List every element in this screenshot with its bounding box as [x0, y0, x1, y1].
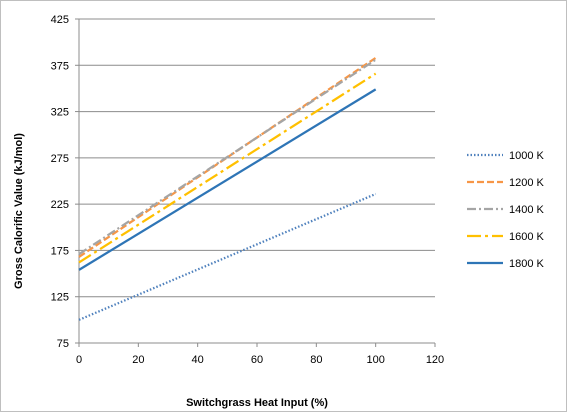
- y-axis-title: Gross Calorific Value (kJ/mol): [13, 133, 25, 289]
- x-tick-label: 60: [251, 354, 263, 366]
- series-line-1400-k: [78, 58, 377, 256]
- legend-label: 1000 K: [509, 150, 545, 162]
- y-tick-label: 275: [51, 153, 69, 165]
- y-tick-label: 175: [51, 245, 69, 257]
- y-tick-label: 375: [51, 60, 69, 72]
- x-tick-label: 80: [310, 354, 322, 366]
- gridlines: [79, 18, 435, 298]
- series-lines: [78, 56, 377, 321]
- legend-label: 1400 K: [509, 204, 545, 216]
- x-axis-title: Switchgrass Heat Input (%): [186, 397, 328, 409]
- legend-label: 1800 K: [509, 258, 545, 270]
- series-line-1000-k: [78, 192, 377, 321]
- y-tick-label: 125: [51, 292, 69, 304]
- y-tick-label: 425: [51, 14, 69, 26]
- y-tick-label: 75: [57, 338, 69, 350]
- series-line-1600-k: [78, 72, 377, 264]
- legend: 1000 K 1200 K 1400 K 1600 K 1800 K: [467, 150, 545, 270]
- x-tick-label: 0: [76, 354, 82, 366]
- legend-label: 1600 K: [509, 231, 545, 243]
- y-tick-label: 325: [51, 107, 69, 119]
- legend-label: 1200 K: [509, 177, 545, 189]
- x-tick-label: 120: [426, 354, 444, 366]
- series-line-1800-k: [78, 88, 377, 271]
- axes: 75 125 175 225 275 325 375 425 0 20 40 60 80 100 120: [51, 14, 445, 366]
- x-tick-label: 20: [132, 354, 144, 366]
- x-tick-label: 100: [366, 354, 384, 366]
- y-tick-label: 225: [51, 199, 69, 211]
- x-tick-label: 40: [192, 354, 204, 366]
